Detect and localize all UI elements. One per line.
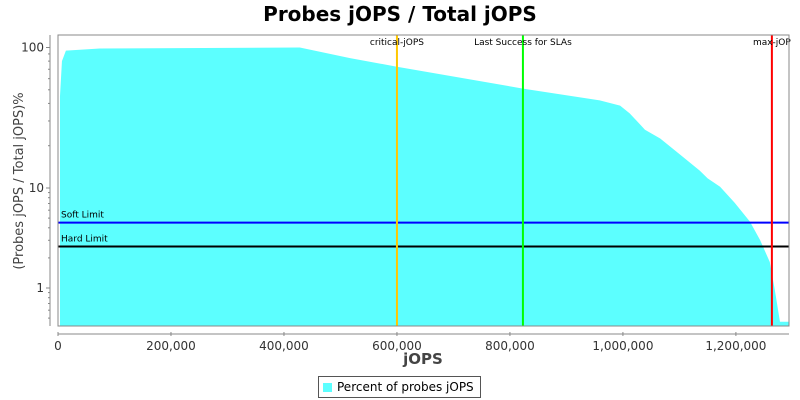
y-tick-label: 10 (29, 181, 44, 195)
vertical-marker-label: max-jOP (753, 38, 791, 48)
x-tick-label: 600,000 (372, 339, 422, 353)
vertical-marker-label: Last Success for SLAs (474, 38, 572, 48)
vertical-marker-label: critical-jOPS (370, 38, 424, 48)
legend: Percent of probes jOPS (318, 376, 481, 398)
x-tick-label: 800,000 (485, 339, 535, 353)
x-tick-label: 1,000,000 (592, 339, 653, 353)
y-tick-label: 100 (21, 41, 44, 55)
horizontal-marker-label: Hard Limit (61, 235, 108, 245)
plot-border (57, 34, 790, 327)
x-tick-label: 200,000 (146, 339, 196, 353)
chart-title: Probes jOPS / Total jOPS (263, 2, 537, 26)
area-series (59, 47, 790, 326)
y-axis-label: (Probes jOPS / Total jOPS)% (12, 92, 27, 269)
x-tick-label: 1,200,000 (705, 339, 766, 353)
horizontal-marker-label: Soft Limit (61, 211, 104, 221)
legend-label: Percent of probes jOPS (337, 380, 474, 394)
x-axis-label: jOPS (402, 350, 443, 368)
x-tick-label: 0 (54, 339, 62, 353)
legend-swatch (323, 382, 332, 392)
y-tick-label: 1 (36, 281, 44, 295)
x-tick-label: 400,000 (259, 339, 309, 353)
